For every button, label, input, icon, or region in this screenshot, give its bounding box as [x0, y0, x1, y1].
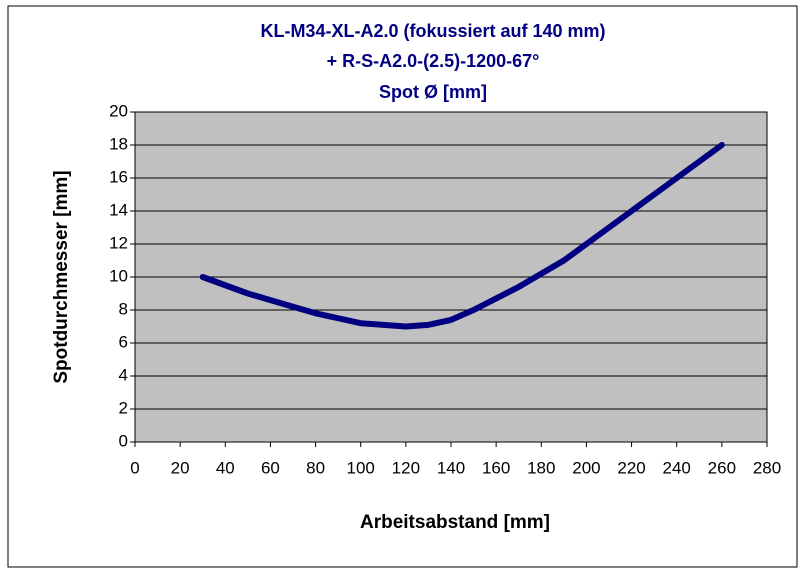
x-axis-title: Arbeitsabstand [mm] — [360, 512, 550, 533]
y-tick-label: 8 — [119, 299, 128, 318]
y-tick-label: 12 — [109, 233, 128, 252]
chart-title: KL-M34-XL-A2.0 (fokussiert auf 140 mm) — [260, 21, 605, 41]
x-tick-label: 160 — [482, 458, 510, 477]
x-tick-label: 220 — [617, 458, 645, 477]
chart-title: + R-S-A2.0-(2.5)-1200-67° — [327, 51, 540, 71]
y-tick-label: 4 — [119, 365, 128, 384]
y-tick-label: 20 — [109, 101, 128, 120]
x-tick-label: 240 — [663, 458, 691, 477]
x-tick-label: 80 — [306, 458, 325, 477]
x-tick-label: 260 — [708, 458, 736, 477]
y-tick-label: 18 — [109, 134, 128, 153]
y-tick-label: 14 — [109, 200, 128, 219]
x-tick-label: 120 — [392, 458, 420, 477]
y-tick-label: 16 — [109, 167, 128, 186]
x-tick-label: 40 — [216, 458, 235, 477]
x-tick-label: 200 — [572, 458, 600, 477]
y-tick-label: 2 — [119, 398, 128, 417]
y-tick-label: 10 — [109, 266, 128, 285]
x-tick-label: 100 — [347, 458, 375, 477]
x-tick-label: 20 — [171, 458, 190, 477]
y-tick-label: 6 — [119, 332, 128, 351]
x-tick-label: 0 — [130, 458, 139, 477]
x-tick-label: 180 — [527, 458, 555, 477]
y-axis-title: Spotdurchmesser [mm] — [51, 170, 72, 383]
x-tick-label: 280 — [753, 458, 781, 477]
x-tick-label: 140 — [437, 458, 465, 477]
chart-title: Spot Ø [mm] — [379, 82, 487, 102]
data-line — [199, 142, 725, 330]
y-tick-label: 0 — [119, 431, 128, 450]
x-tick-label: 60 — [261, 458, 280, 477]
plot-border — [134, 111, 768, 443]
